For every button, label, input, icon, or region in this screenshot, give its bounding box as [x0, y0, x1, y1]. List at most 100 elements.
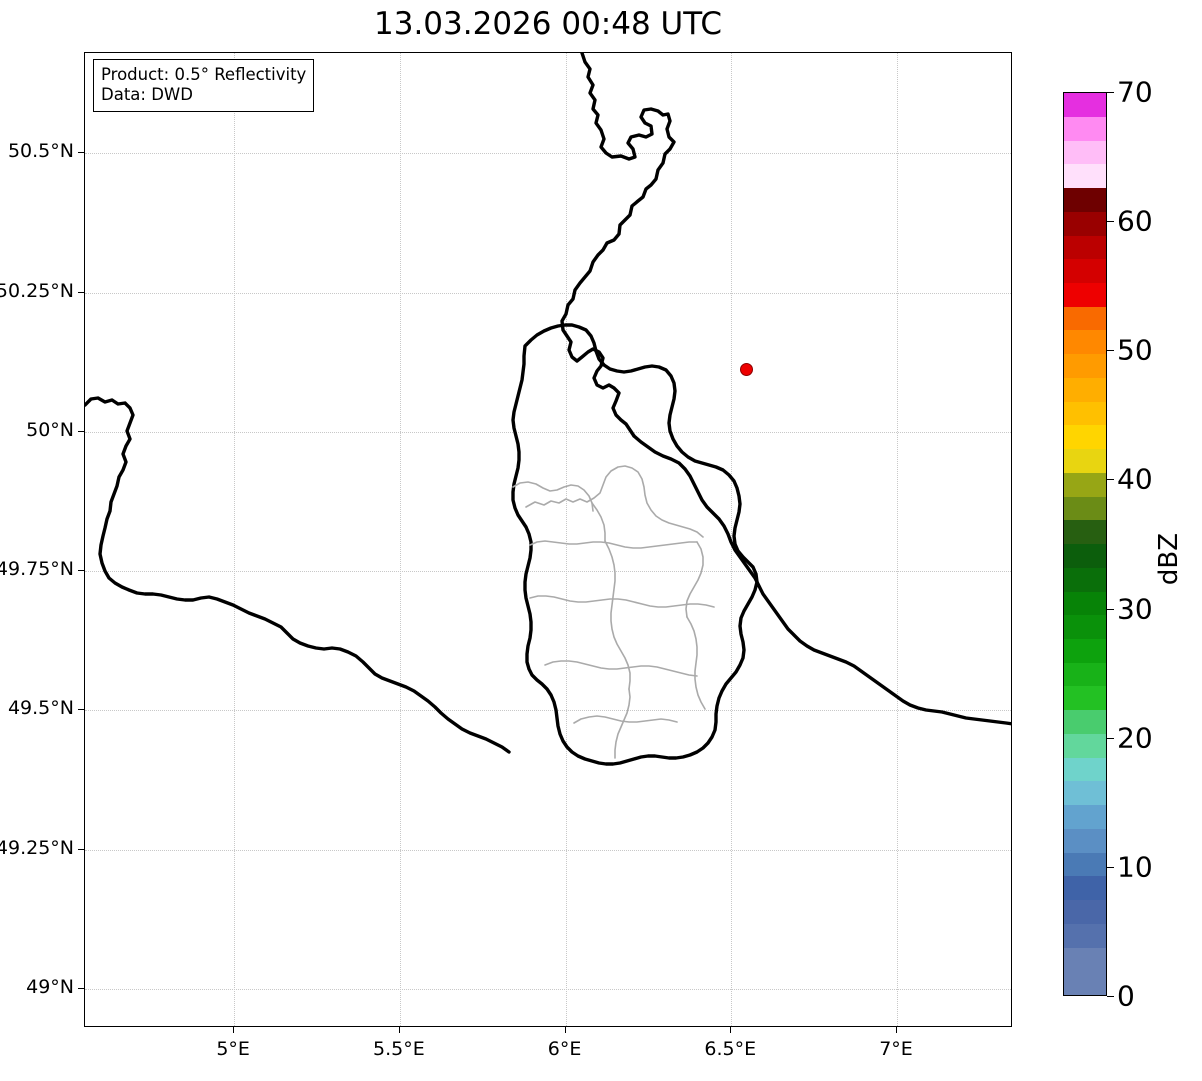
colorbar-band: [1064, 828, 1106, 853]
y-tick-label: 50.5°N: [7, 140, 74, 163]
colorbar-band: [1064, 425, 1106, 450]
colorbar-band: [1064, 330, 1106, 355]
gridline-horizontal: [85, 431, 1011, 433]
border-luxembourg: [511, 323, 759, 766]
colorbar-tick-label: 70: [1117, 75, 1153, 109]
colorbar-band: [1064, 638, 1106, 663]
luxembourg-canton-borders: [512, 465, 715, 759]
y-tick-label: 49°N: [26, 976, 74, 998]
gridline-horizontal: [85, 292, 1011, 294]
colorbar-band: [1064, 116, 1106, 141]
colorbar-band: [1064, 710, 1106, 734]
colorbar-band: [1064, 686, 1106, 711]
colorbar-tick-mark: [1107, 479, 1114, 481]
colorbar-band: [1064, 520, 1106, 545]
y-tick-label: 50°N: [26, 418, 74, 441]
page-title: 13.03.2026 00:48 UTC: [374, 6, 722, 42]
y-tick-mark: [78, 430, 84, 432]
colorbar-band: [1064, 401, 1106, 426]
colorbar-band: [1064, 971, 1106, 995]
y-tick-label: 50.25°N: [0, 279, 74, 302]
y-tick-mark: [78, 152, 84, 154]
y-tick-label: 49.75°N: [0, 558, 74, 581]
colorbar-tick-mark: [1107, 866, 1114, 868]
colorbar-band: [1064, 757, 1106, 782]
colorbar-band: [1064, 733, 1106, 758]
colorbar-band: [1064, 852, 1106, 877]
colorbar-tick-mark: [1107, 737, 1114, 739]
x-tick-mark: [233, 1027, 235, 1033]
info-box: Product: 0.5° Reflectivity Data: DWD: [93, 59, 315, 112]
gridline-vertical: [565, 53, 567, 1026]
y-tick-mark: [78, 291, 84, 293]
x-tick-label: 5°E: [216, 1038, 250, 1060]
colorbar-tick-mark: [1107, 92, 1114, 93]
x-tick-label: 7°E: [879, 1038, 913, 1060]
x-tick-label: 5.5°E: [372, 1038, 425, 1060]
gridline-horizontal: [85, 153, 1011, 155]
border-belgium-france: [85, 396, 511, 754]
map-borders: [85, 53, 1011, 766]
gridline-horizontal: [85, 849, 1011, 851]
gridline-vertical: [897, 53, 898, 1026]
gridline-horizontal: [85, 571, 1011, 573]
info-product-line: Product: 0.5° Reflectivity: [101, 65, 307, 84]
colorbar-band: [1064, 805, 1106, 829]
colorbar-band: [1064, 235, 1106, 260]
x-tick-label: 6.5°E: [704, 1038, 757, 1060]
x-tick-mark: [730, 1027, 732, 1033]
colorbar-tick-label: 60: [1117, 204, 1153, 238]
colorbar-band: [1064, 377, 1106, 402]
colorbar-tick-mark: [1107, 350, 1114, 352]
colorbar-band: [1064, 449, 1106, 473]
colorbar-band: [1064, 140, 1106, 165]
colorbar-tick-mark: [1107, 608, 1114, 610]
gridline-vertical: [399, 53, 401, 1026]
gridline-vertical: [234, 53, 236, 1026]
colorbar-tick-label: 0: [1117, 979, 1135, 1013]
y-tick-mark: [78, 570, 84, 572]
map-plot-area[interactable]: [84, 52, 1012, 1027]
colorbar-band: [1064, 781, 1106, 806]
colorbar-band: [1064, 472, 1106, 497]
radar-site-marker[interactable]: [740, 363, 754, 377]
colorbar-band: [1064, 544, 1106, 568]
x-tick-mark: [398, 1027, 400, 1033]
colorbar-band: [1064, 282, 1106, 307]
colorbar-band: [1064, 900, 1106, 924]
y-tick-label: 49.5°N: [7, 697, 74, 720]
colorbar-band: [1064, 947, 1106, 972]
colorbar-tick-label: 30: [1117, 592, 1153, 626]
colorbar-band: [1064, 662, 1106, 687]
colorbar-band: [1064, 591, 1106, 616]
x-tick-mark: [564, 1027, 566, 1033]
colorbar-tick-mark: [1107, 221, 1114, 223]
colorbar-band: [1064, 496, 1106, 521]
colorbar-tick-mark: [1107, 996, 1114, 997]
colorbar-band: [1064, 188, 1106, 212]
info-data-line: Data: DWD: [101, 85, 193, 104]
y-tick-mark: [78, 988, 84, 989]
colorbar-band: [1064, 876, 1106, 901]
colorbar-band: [1064, 259, 1106, 283]
colorbar-band: [1064, 354, 1106, 378]
y-tick-mark: [78, 709, 84, 711]
colorbar-tick-label: 20: [1117, 721, 1153, 755]
colorbar-tick-label: 40: [1117, 462, 1153, 496]
colorbar[interactable]: [1063, 92, 1107, 996]
colorbar-tick-label: 50: [1117, 333, 1153, 367]
y-tick-label: 49.25°N: [0, 836, 74, 859]
colorbar-band: [1064, 615, 1106, 639]
border-belgium-germany: [560, 53, 676, 438]
border-france-germany: [632, 434, 1011, 726]
y-tick-mark: [78, 848, 84, 850]
colorbar-band: [1064, 923, 1106, 948]
colorbar-unit-label: dBZ: [1154, 532, 1185, 586]
gridline-horizontal: [85, 710, 1011, 712]
gridline-horizontal: [85, 989, 1011, 990]
colorbar-band: [1064, 306, 1106, 331]
x-tick-label: 6°E: [547, 1038, 582, 1060]
colorbar-band: [1064, 567, 1106, 592]
colorbar-band: [1064, 93, 1106, 117]
colorbar-tick-label: 10: [1117, 850, 1153, 884]
